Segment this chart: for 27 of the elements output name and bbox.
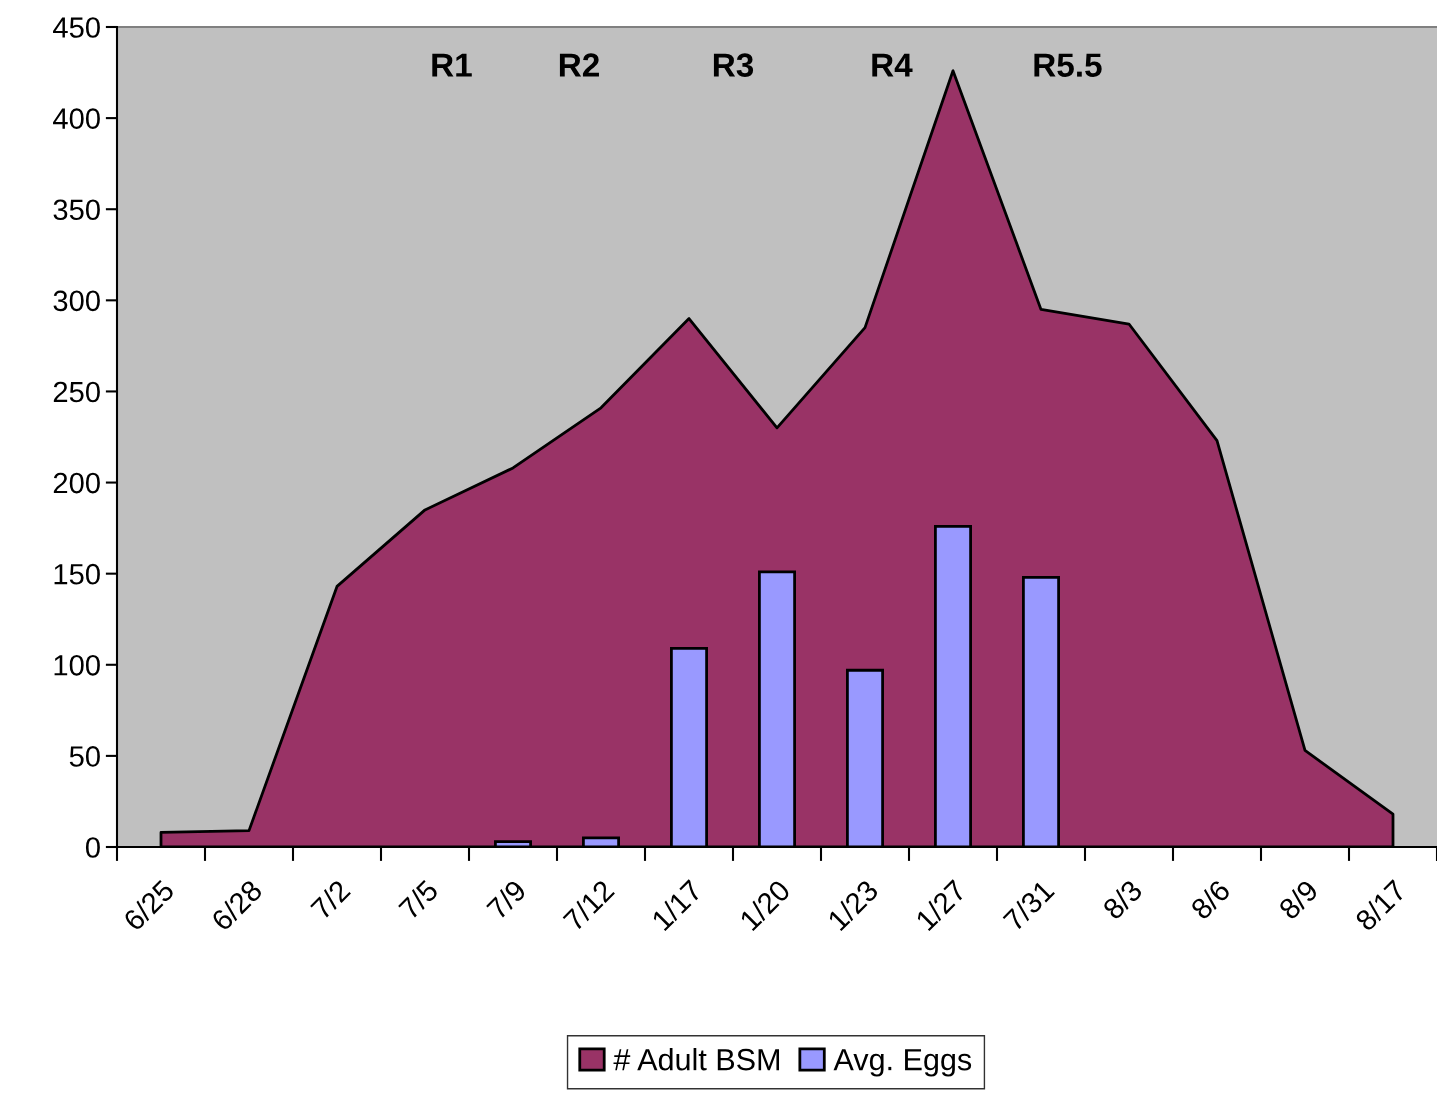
annotation: R3 (713, 53, 754, 77)
x-tick-label: 7/2 (309, 878, 352, 921)
annotation: R2 (559, 53, 599, 77)
y-tick-label: 100 (54, 654, 100, 676)
x-tick-label: 8/6 (1189, 878, 1232, 921)
x-tick-label: 8/3 (1101, 878, 1144, 921)
annotation: R4 (872, 53, 913, 77)
y-tick-label: 150 (54, 563, 100, 585)
y-tick-label: 300 (53, 290, 100, 312)
y-tick-label: 250 (53, 381, 100, 403)
legend-label: Avg. Eggs (833, 1049, 972, 1077)
y-tick-label: 400 (53, 108, 100, 129)
y-tick-label: 350 (53, 199, 100, 221)
legend-label: # Adult BSM (613, 1048, 780, 1071)
x-tick-label: 7/31 (1001, 878, 1056, 932)
x-tick-label: 8/9 (1277, 878, 1320, 921)
y-tick-label: 50 (69, 746, 100, 767)
annotation: R5.5 (1034, 53, 1102, 77)
y-tick-label: 450 (53, 17, 100, 38)
y-tick-label: 200 (53, 472, 100, 494)
x-tick-label: 7/5 (397, 878, 440, 921)
y-tick-label: 0 (85, 837, 100, 858)
x-tick-label: 6/25 (121, 878, 176, 932)
x-tick-label: 7/12 (561, 878, 616, 932)
annotation: R1 (432, 53, 472, 77)
x-tick-label: 6/28 (209, 878, 264, 932)
x-tick-label: 7/9 (485, 878, 528, 921)
